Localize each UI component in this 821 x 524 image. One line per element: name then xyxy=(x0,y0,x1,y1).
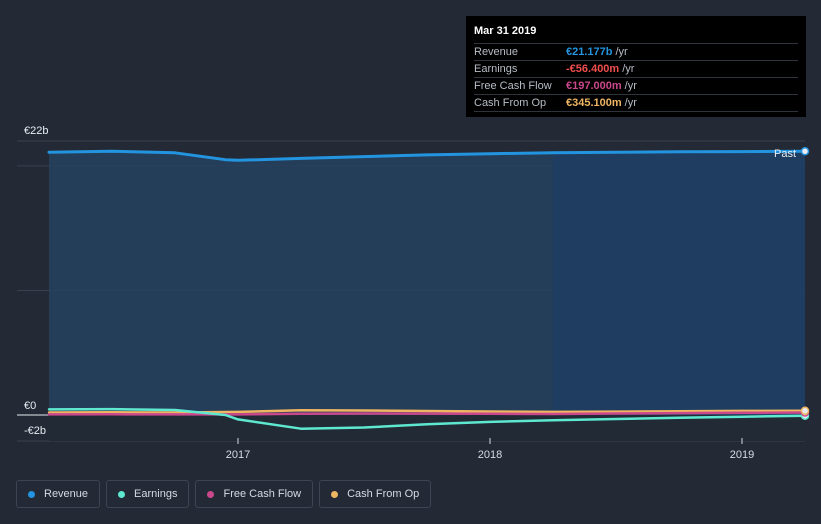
legend-dot-icon xyxy=(331,490,339,498)
y-axis-label-zero: €0 xyxy=(24,400,36,412)
x-tick-label: 2017 xyxy=(226,449,250,461)
series-line-cash-from-op xyxy=(47,409,807,414)
tooltip-value: €197.000m xyxy=(566,80,622,92)
tooltip-label: Earnings xyxy=(474,63,518,75)
legend-label: Free Cash Flow xyxy=(223,488,302,500)
x-tick-label: 2018 xyxy=(478,449,502,461)
legend-item-free-cash-flow[interactable]: Free Cash Flow xyxy=(195,480,314,508)
tooltip-value: €21.177b xyxy=(566,46,613,58)
legend-dot-icon xyxy=(207,490,215,498)
legend-label: Revenue xyxy=(44,488,89,500)
tooltip-value: -€56.400m xyxy=(566,63,620,75)
tooltip: Mar 31 2019 Revenue €21.177b /yr Earning… xyxy=(466,16,806,117)
tooltip-date: Mar 31 2019 xyxy=(474,25,537,37)
series-line-earnings xyxy=(47,407,807,430)
series-line-free-cash-flow xyxy=(47,411,807,416)
end-point-revenue xyxy=(800,147,810,156)
y-axis-label-top: €22b xyxy=(24,125,48,137)
x-tick-label: 2019 xyxy=(730,449,754,461)
tooltip-row-revenue: Revenue €21.177b /yr xyxy=(474,43,798,60)
tooltip-unit: /yr xyxy=(622,63,635,75)
chart-labels: €22b €0 -€2b Past xyxy=(24,125,796,437)
legend-item-earnings[interactable]: Earnings xyxy=(106,480,190,508)
tooltip-unit: /yr xyxy=(615,46,628,58)
series-line-revenue xyxy=(47,149,807,162)
tooltip-unit: /yr xyxy=(624,97,637,109)
tooltip-row-cash-from-op: Cash From Op €345.100m /yr xyxy=(474,94,798,112)
legend: Revenue Earnings Free Cash Flow Cash Fro… xyxy=(16,480,432,508)
tooltip-label: Revenue xyxy=(474,46,519,58)
past-region xyxy=(553,151,805,415)
legend-dot-icon xyxy=(28,490,35,498)
end-point-cash-from-op xyxy=(800,406,810,415)
past-label: Past xyxy=(774,148,796,160)
x-axis-ticks: 2017 2018 2019 xyxy=(226,438,754,461)
below-zero-band xyxy=(49,415,805,441)
tooltip-row-earnings: Earnings -€56.400m /yr xyxy=(474,60,798,77)
legend-dot-icon xyxy=(118,490,126,498)
tooltip-value: €345.100m xyxy=(566,97,622,109)
y-axis-label-bottom: -€2b xyxy=(24,425,46,437)
legend-item-revenue[interactable]: Revenue xyxy=(16,480,101,508)
legend-item-cash-from-op[interactable]: Cash From Op xyxy=(319,480,432,508)
chart-areas xyxy=(49,151,805,441)
chart-lines xyxy=(47,147,810,430)
tooltip-label: Cash From Op xyxy=(474,97,547,109)
tooltip-label: Free Cash Flow xyxy=(474,80,552,92)
legend-label: Cash From Op xyxy=(347,488,420,500)
tooltip-row-free-cash-flow: Free Cash Flow €197.000m /yr xyxy=(474,77,798,94)
tooltip-unit: /yr xyxy=(624,80,637,92)
legend-label: Earnings xyxy=(134,488,178,500)
